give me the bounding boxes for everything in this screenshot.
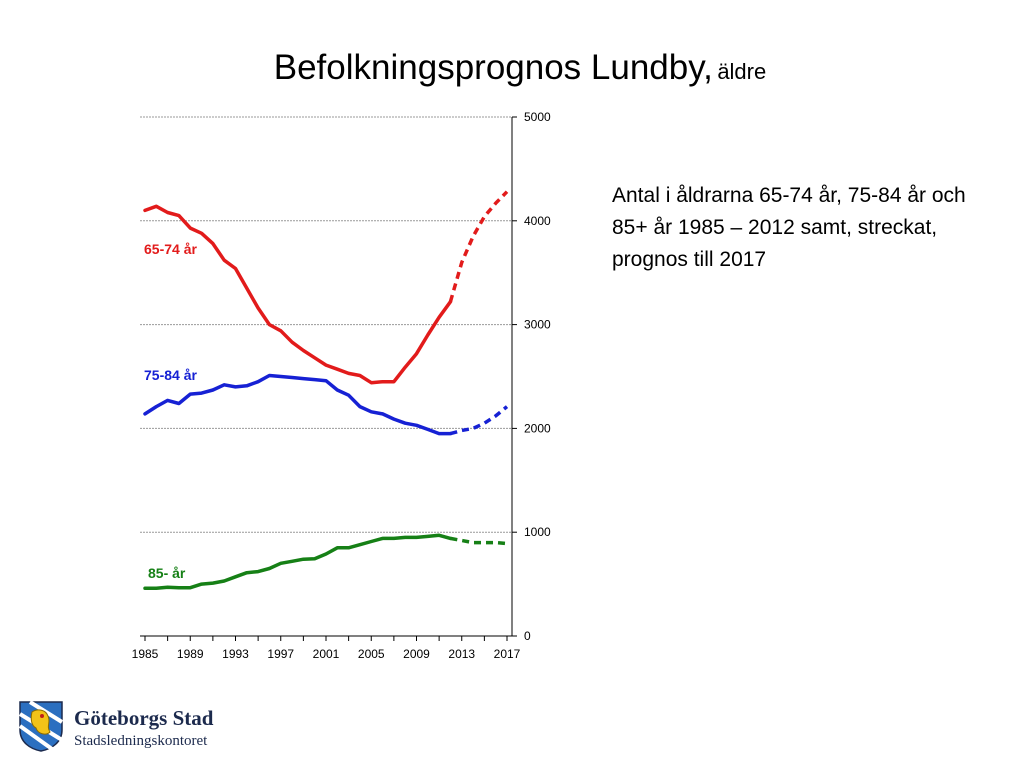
- logo-name: Göteborgs Stad: [74, 706, 214, 730]
- coat-of-arms-icon: [18, 700, 64, 752]
- x-tick-label: 2001: [313, 647, 340, 661]
- x-tick-label: 1989: [177, 647, 204, 661]
- x-tick-label: 1993: [222, 647, 249, 661]
- x-tick-label: 2009: [403, 647, 430, 661]
- series-labels: 65-74 år 75-84 år 85- år: [144, 241, 197, 581]
- forecast-line-75-84-r: [449, 405, 509, 436]
- y-tick-label: 0: [524, 629, 531, 643]
- y-tick-label: 3000: [524, 318, 551, 332]
- x-tick-label: 1985: [132, 647, 159, 661]
- gridlines: [140, 116, 512, 533]
- series-label: 75-84 år: [144, 367, 197, 383]
- chart-description: Antal i åldrarna 65-74 år, 75-84 år och …: [612, 184, 966, 271]
- goteborg-logo: Göteborgs Stad Stadsledningskontoret: [18, 700, 258, 756]
- series-lines: [143, 190, 509, 591]
- axes: 0 1000 2000 3000 4000 5000 1985 1989 1993 1997 200…: [132, 110, 551, 661]
- x-tick-label: 2013: [448, 647, 475, 661]
- x-tick-label: 1997: [267, 647, 294, 661]
- chart-title: Befolkningsprognos Lundby, äldre: [0, 48, 1024, 88]
- y-tick-label: 4000: [524, 214, 551, 228]
- x-tick-label: 2005: [358, 647, 385, 661]
- y-tick-label: 2000: [524, 421, 551, 435]
- series-line-65-74-r: [143, 204, 453, 385]
- forecast-line-65-74-r: [448, 190, 509, 303]
- x-tick-label: 2017: [494, 647, 521, 661]
- series-label: 85- år: [148, 565, 186, 581]
- chart-title-sub: äldre: [717, 59, 767, 84]
- logo-department: Stadsledningskontoret: [74, 733, 208, 749]
- chart-title-main: Befolkningsprognos Lundby,: [273, 48, 713, 87]
- forecast-line-85-r: [450, 536, 508, 546]
- series-line-85-r: [143, 533, 453, 591]
- series-line-75-84-r: [143, 373, 453, 436]
- y-tick-label: 1000: [524, 525, 551, 539]
- series-label: 65-74 år: [144, 241, 197, 257]
- y-tick-label: 5000: [524, 110, 551, 124]
